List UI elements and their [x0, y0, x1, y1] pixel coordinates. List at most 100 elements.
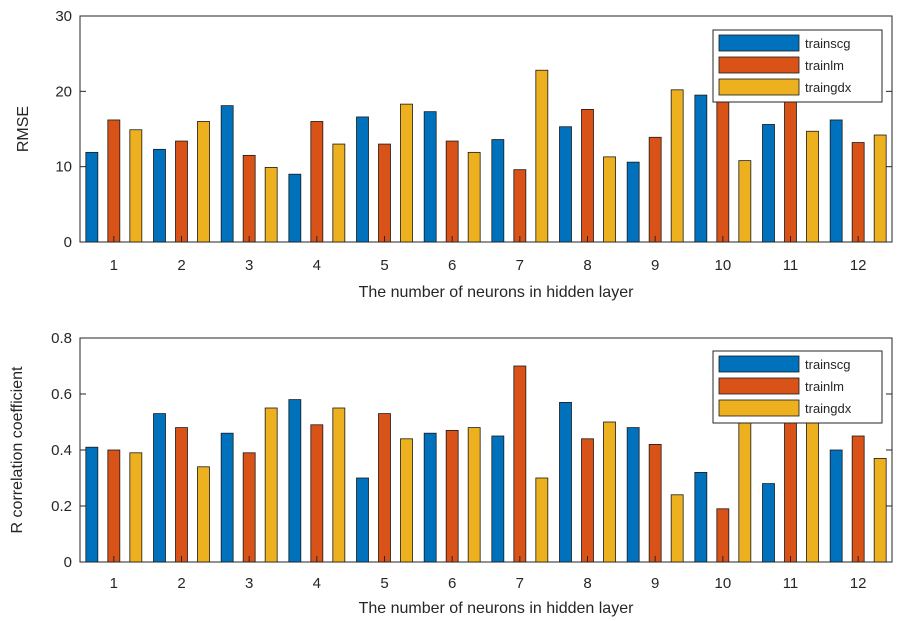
bar-trainscg	[762, 483, 775, 563]
x-tick-label: 4	[313, 575, 321, 592]
x-tick-label: 3	[245, 257, 253, 274]
legend-swatch-trainlm	[718, 56, 800, 74]
bar-trainscg	[153, 148, 166, 243]
x-tick-label: 6	[448, 575, 456, 592]
bar-trainlm	[581, 109, 594, 243]
x-tick-label: 7	[516, 257, 524, 274]
bar-traingdx	[806, 130, 819, 243]
x-tick-label: 5	[380, 257, 388, 274]
bar-trainlm	[513, 169, 527, 243]
bar-trainscg	[491, 139, 505, 243]
x-axis-label: The number of neurons in hidden layer	[359, 600, 635, 617]
y-axis-label: R correlation coefficient	[9, 366, 26, 533]
bar-trainscg	[559, 401, 572, 563]
bar-trainlm	[242, 154, 256, 243]
bar-traingdx	[264, 167, 278, 243]
bar-trainscg	[694, 471, 708, 563]
bar-trainscg	[288, 173, 302, 243]
bar-trainlm	[648, 136, 662, 243]
bar-trainlm	[784, 83, 797, 243]
legend-swatch-traingdx	[718, 399, 800, 417]
bar-trainscg	[85, 446, 99, 563]
bar-traingdx	[670, 494, 684, 563]
y-axis-label: RMSE	[15, 106, 32, 152]
bar-trainlm	[107, 119, 121, 243]
y-tick-label: 0.6	[51, 386, 72, 403]
bar-trainscg	[288, 399, 302, 563]
x-tick-label: 8	[583, 257, 591, 274]
x-tick-label: 5	[380, 575, 388, 592]
x-tick-label: 4	[313, 257, 321, 274]
legend-label-trainlm: trainlm	[805, 379, 844, 394]
bar-trainlm	[310, 121, 324, 243]
bar-trainscg	[356, 116, 369, 243]
bar-traingdx	[535, 477, 549, 563]
bar-trainlm	[310, 424, 324, 563]
bar-trainscg	[829, 119, 843, 243]
bar-trainlm	[378, 143, 391, 243]
bar-trainlm	[581, 438, 594, 563]
bar-traingdx	[400, 438, 413, 563]
bar-traingdx	[603, 421, 616, 563]
x-tick-label: 12	[850, 257, 867, 274]
bar-trainscg	[626, 161, 640, 243]
y-tick-label: 20	[55, 83, 72, 100]
bar-trainlm	[445, 429, 459, 563]
bar-trainlm	[648, 443, 662, 563]
x-tick-label: 12	[850, 575, 867, 592]
y-tick-label: 10	[55, 159, 72, 176]
bar-trainlm	[175, 140, 188, 243]
x-tick-label: 7	[516, 575, 524, 592]
x-tick-label: 10	[714, 257, 731, 274]
bar-trainscg	[626, 427, 640, 563]
bar-trainlm	[716, 508, 730, 563]
bar-traingdx	[400, 103, 413, 243]
bar-trainscg	[153, 413, 166, 563]
x-tick-label: 11	[783, 575, 799, 592]
y-tick-label: 0	[64, 554, 72, 571]
legend-swatch-trainscg	[718, 355, 800, 373]
legend-label-trainlm: trainlm	[805, 58, 844, 73]
bar-traingdx	[670, 89, 684, 243]
legend-label-traingdx: traingdx	[805, 80, 852, 95]
bar-trainscg	[694, 94, 708, 243]
bar-trainlm	[242, 452, 256, 563]
bar-traingdx	[129, 452, 143, 563]
bar-trainlm	[107, 449, 121, 563]
bar-traingdx	[332, 407, 346, 563]
bar-trainscg	[423, 432, 437, 563]
legend-swatch-trainscg	[718, 34, 800, 52]
bar-trainscg	[559, 126, 572, 243]
x-axis-label: The number of neurons in hidden layer	[359, 284, 635, 301]
legend-label-traingdx: traingdx	[805, 401, 852, 416]
x-tick-label: 2	[177, 257, 185, 274]
bar-traingdx	[264, 407, 278, 563]
y-tick-label: 30	[55, 8, 72, 25]
y-tick-label: 0.8	[51, 330, 72, 347]
x-tick-label: 3	[245, 575, 253, 592]
legend-swatch-trainlm	[718, 377, 800, 395]
y-tick-label: 0.2	[51, 498, 72, 515]
bar-trainlm	[851, 142, 865, 243]
bar-traingdx	[873, 134, 887, 243]
bar-trainscg	[356, 477, 369, 563]
bar-traingdx	[603, 156, 616, 243]
y-tick-label: 0.4	[51, 442, 72, 459]
bar-trainscg	[829, 449, 843, 563]
bar-trainscg	[423, 111, 437, 243]
bar-trainscg	[491, 435, 505, 563]
bar-traingdx	[197, 466, 210, 563]
legend-swatch-traingdx	[718, 78, 800, 96]
bar-trainscg	[85, 151, 99, 243]
bar-traingdx	[535, 69, 549, 243]
y-tick-label: 0	[64, 234, 72, 251]
bar-traingdx	[738, 160, 752, 243]
x-tick-label: 2	[177, 575, 185, 592]
x-tick-label: 1	[110, 257, 118, 274]
bar-trainlm	[851, 435, 865, 563]
legend-label-trainscg: trainscg	[805, 357, 851, 372]
bar-traingdx	[738, 407, 752, 563]
